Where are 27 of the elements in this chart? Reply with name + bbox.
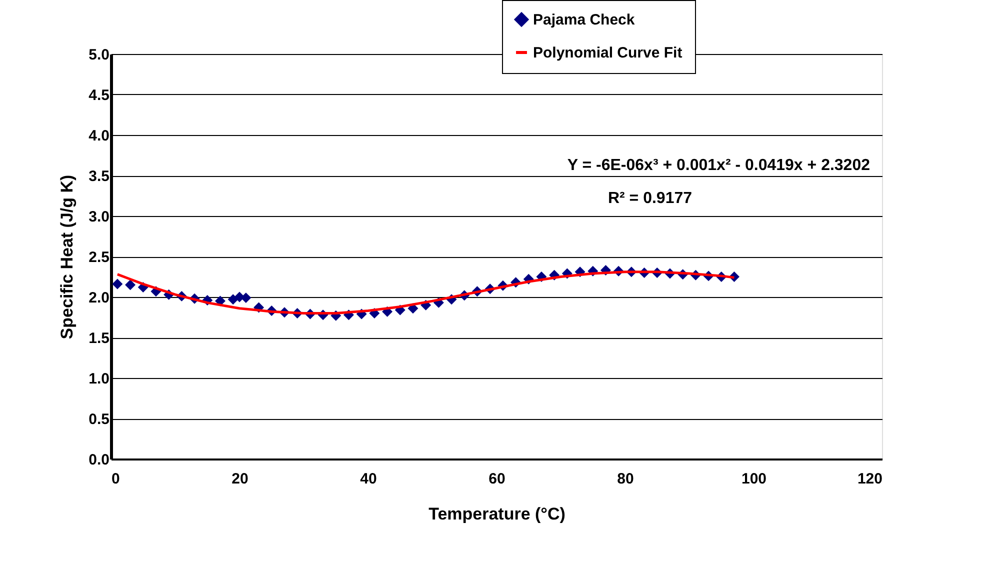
x-tick-label: 60 bbox=[488, 470, 506, 488]
x-tick-label: 40 bbox=[360, 470, 377, 488]
y-tick-label: 2.0 bbox=[88, 290, 110, 306]
x-tick-label: 20 bbox=[232, 470, 248, 488]
x-tick-label: 100 bbox=[741, 470, 767, 488]
x-tick-label: 120 bbox=[857, 470, 882, 488]
point bbox=[112, 278, 123, 290]
y-tick-label: 1.0 bbox=[88, 370, 110, 388]
point bbox=[240, 292, 252, 304]
x-tick-label: 0 bbox=[112, 470, 120, 488]
x-axis-title: Temperature (°C) bbox=[428, 504, 566, 524]
y-tick-label: 3.5 bbox=[88, 168, 110, 185]
y-tick-label: 4.0 bbox=[88, 128, 110, 144]
y-tick-label: 0.0 bbox=[88, 452, 110, 468]
annotation: R² = 0.9177 bbox=[608, 190, 692, 207]
legend-label: Pajama Check bbox=[533, 12, 636, 28]
y-tick-label: 0.5 bbox=[88, 411, 110, 428]
y-tick-label: 5.0 bbox=[88, 46, 110, 64]
legend-label: Polynomial Curve Fit bbox=[533, 44, 682, 62]
y-tick-label: 4.5 bbox=[88, 87, 110, 104]
annotation: Y = -6E-06x³ + 0.001x² - 0.0419x + 2.3202 bbox=[567, 157, 870, 174]
x-tick-label: 80 bbox=[617, 470, 634, 488]
point bbox=[125, 280, 136, 290]
y-tick-label: 1.5 bbox=[88, 330, 110, 347]
y-tick-label: 2.5 bbox=[88, 249, 110, 266]
y-axis-title: Specific Heat (J/g K) bbox=[58, 174, 77, 340]
y-tick-label: 3.0 bbox=[88, 208, 110, 226]
